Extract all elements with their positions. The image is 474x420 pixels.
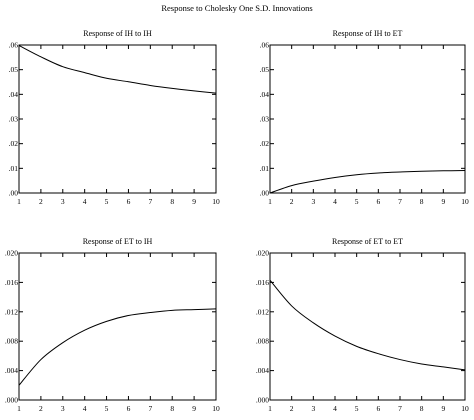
x-tick-label: 3 [61, 404, 65, 413]
response-line [18, 45, 217, 94]
x-tick-label: 4 [333, 404, 337, 413]
x-tick-label: 2 [290, 404, 294, 413]
x-tick-label: 2 [39, 197, 43, 206]
y-tick-label: .016 [256, 278, 269, 287]
y-tick-label: .03 [260, 115, 270, 124]
y-tick-label: .00 [260, 189, 270, 198]
x-tick-label: 5 [105, 404, 109, 413]
x-tick-label: 2 [290, 197, 294, 206]
x-tick-label: 7 [398, 197, 402, 206]
y-tick-label: .02 [9, 139, 19, 148]
x-tick-label: 10 [461, 404, 469, 413]
response-line [269, 170, 466, 194]
y-tick-label: .03 [9, 115, 19, 124]
x-tick-label: 4 [83, 404, 87, 413]
y-tick-label: .05 [260, 65, 270, 74]
x-tick-label: 6 [127, 197, 131, 206]
x-tick-label: 9 [441, 404, 445, 413]
y-tick-label: .05 [9, 65, 19, 74]
y-tick-label: .020 [5, 249, 18, 258]
x-tick-label: 1 [17, 197, 21, 206]
x-tick-label: 8 [420, 404, 424, 413]
x-tick-label: 10 [212, 197, 220, 206]
y-tick-label: .008 [5, 337, 18, 346]
x-tick-label: 8 [170, 404, 174, 413]
panel-title: Response of ET to IH [83, 237, 153, 246]
x-tick-label: 1 [17, 404, 21, 413]
y-tick-label: .06 [9, 41, 19, 50]
x-tick-label: 3 [311, 197, 315, 206]
x-tick-label: 2 [39, 404, 43, 413]
x-tick-label: 1 [268, 404, 272, 413]
x-tick-label: 10 [212, 404, 220, 413]
panels-grid: Response of IH to IH .00 .01 .02 .03 .04 .05 .0… [5, 29, 469, 413]
y-tick-label: .02 [260, 139, 270, 148]
x-tick-label: 9 [192, 197, 196, 206]
plot-frame [18, 44, 217, 194]
x-tick-label: 7 [398, 404, 402, 413]
x-tick-label: 5 [355, 197, 359, 206]
x-tick-label: 5 [355, 404, 359, 413]
panel-title: Response of IH to IH [83, 29, 152, 38]
response-line [18, 308, 217, 386]
y-tick-label: .004 [5, 366, 18, 375]
x-tick-label: 6 [127, 404, 131, 413]
y-tick-label: .020 [256, 249, 269, 258]
plot-frame [18, 252, 217, 401]
y-tick-label: .01 [9, 164, 19, 173]
y-tick-label: .06 [260, 41, 270, 50]
x-tick-label: 8 [420, 197, 424, 206]
panel-title: Response of ET to ET [332, 237, 403, 246]
y-tick-label: .04 [9, 90, 19, 99]
x-tick-label: 7 [148, 197, 152, 206]
y-tick-label: .00 [9, 189, 19, 198]
x-tick-label: 4 [333, 197, 337, 206]
panel-title: Response of IH to ET [333, 29, 403, 38]
y-tick-label: .000 [256, 396, 269, 405]
figure-title: Response to Cholesky One S.D. Innovation… [161, 3, 312, 13]
x-tick-label: 7 [148, 404, 152, 413]
x-tick-label: 1 [268, 197, 272, 206]
y-tick-label: .004 [256, 366, 269, 375]
y-tick-label: .01 [260, 164, 270, 173]
x-tick-label: 10 [461, 197, 469, 206]
x-tick-label: 6 [376, 404, 380, 413]
x-tick-label: 9 [441, 197, 445, 206]
y-tick-label: .016 [5, 278, 18, 287]
y-tick-label: .04 [260, 90, 270, 99]
y-tick-label: .012 [5, 307, 18, 316]
irf-panel: Response of ET to ET .000 .004 .008 .012 .016… [256, 237, 469, 413]
irf-panel: Response of IH to IH .00 .01 .02 .03 .04 .05 .0… [9, 29, 220, 206]
y-tick-label: .012 [256, 307, 269, 316]
x-tick-label: 3 [311, 404, 315, 413]
y-tick-label: .008 [256, 337, 269, 346]
response-line [269, 279, 466, 371]
irf-panel: Response of IH to ET .00 .01 .02 .03 .04 .05 .0… [260, 29, 469, 206]
x-tick-label: 3 [61, 197, 65, 206]
x-tick-label: 9 [192, 404, 196, 413]
x-tick-label: 8 [170, 197, 174, 206]
irf-panel: Response of ET to IH .000 .004 .008 .012 .016… [5, 237, 220, 413]
x-tick-label: 5 [105, 197, 109, 206]
y-tick-label: .000 [5, 396, 18, 405]
x-tick-label: 4 [83, 197, 87, 206]
plot-frame [269, 252, 466, 401]
x-tick-label: 6 [376, 197, 380, 206]
